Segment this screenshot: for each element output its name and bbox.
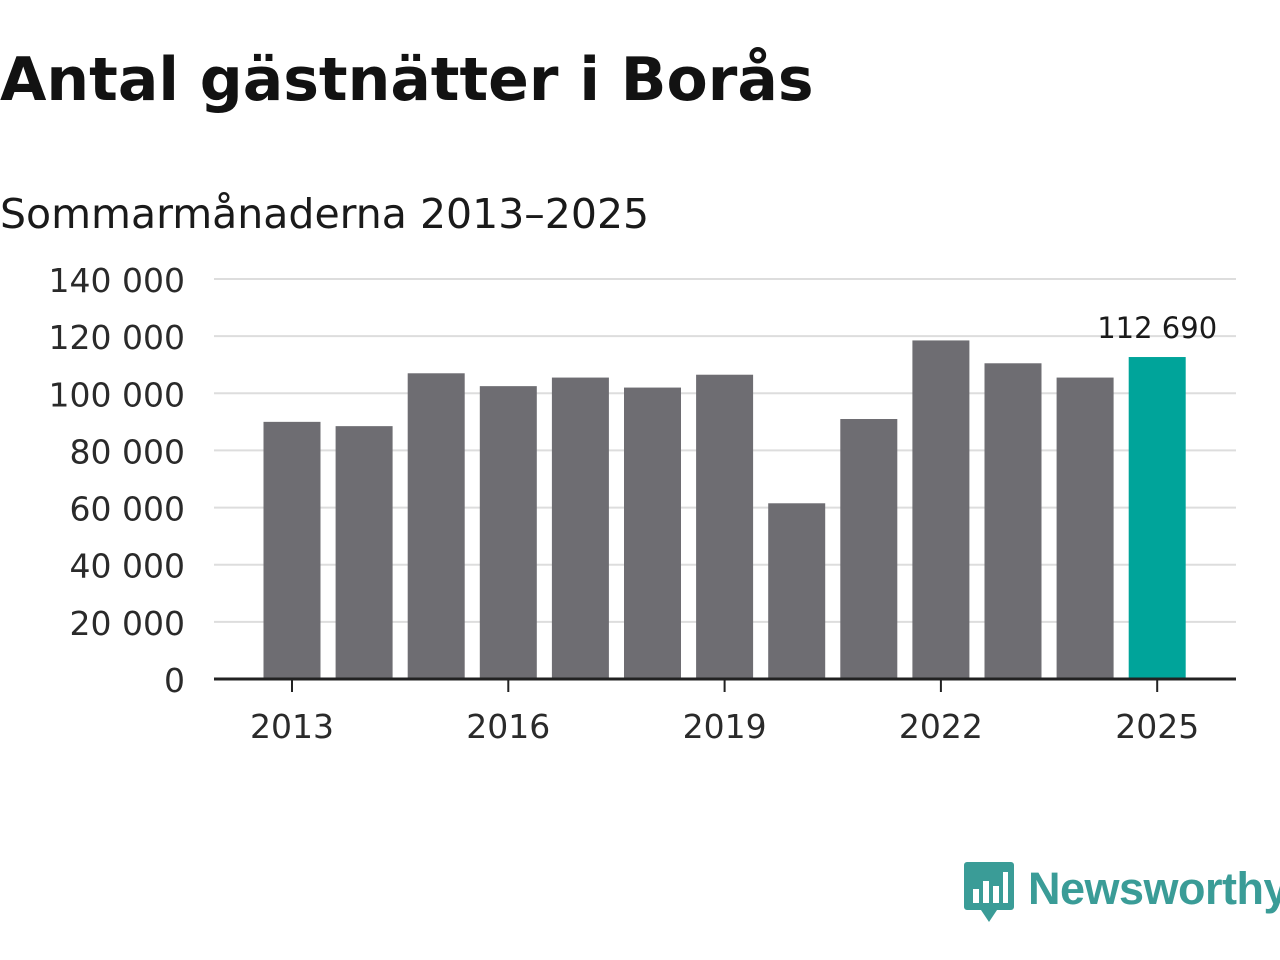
chart-subtitle: Sommarmånaderna 2013–2025 [0,190,650,238]
bars [263,340,1186,679]
x-tick-label: 2016 [466,707,550,746]
bar-2019 [696,374,754,679]
x-tick-label: 2019 [683,707,767,746]
bar-2015 [407,373,465,679]
bar-2014 [335,426,393,679]
brand-name: Newsworthy [1028,863,1280,914]
y-tick-label: 60 000 [70,490,185,529]
bar-2016 [479,386,537,679]
y-tick-label: 140 000 [49,261,185,300]
bar-2022 [912,340,970,679]
bar-2023 [984,363,1042,679]
y-tick-label: 120 000 [49,318,185,357]
x-axis-ticks: 2013 2016 2019 2022 2025 [250,679,1199,746]
bar-2024 [1056,377,1114,679]
bar-2017 [551,377,609,679]
bar-2018 [624,387,681,679]
y-tick-label: 20 000 [70,604,185,643]
y-tick-label: 100 000 [49,375,185,414]
bar-2025 [1128,357,1186,679]
bar-2020 [768,503,826,679]
data-labels: 112 690 [1097,311,1217,345]
y-tick-label: 40 000 [70,547,185,586]
x-tick-label: 2022 [899,707,983,746]
bar-2013 [263,421,321,679]
newsworthy-logo-icon [964,862,1014,922]
x-tick-label: 2025 [1115,707,1199,746]
y-tick-label: 0 [164,661,185,700]
chart-title: Antal gästnätter i Borås [0,45,814,115]
y-tick-label: 80 000 [70,432,185,471]
brand-logo: Newsworthy [964,862,1280,928]
data-label-2025: 112 690 [1097,311,1217,345]
y-axis-ticks: 0 20 000 40 000 60 000 80 000 100 000 120 000 1… [49,261,185,700]
bar-2021 [840,419,898,679]
x-tick-label: 2013 [250,707,334,746]
